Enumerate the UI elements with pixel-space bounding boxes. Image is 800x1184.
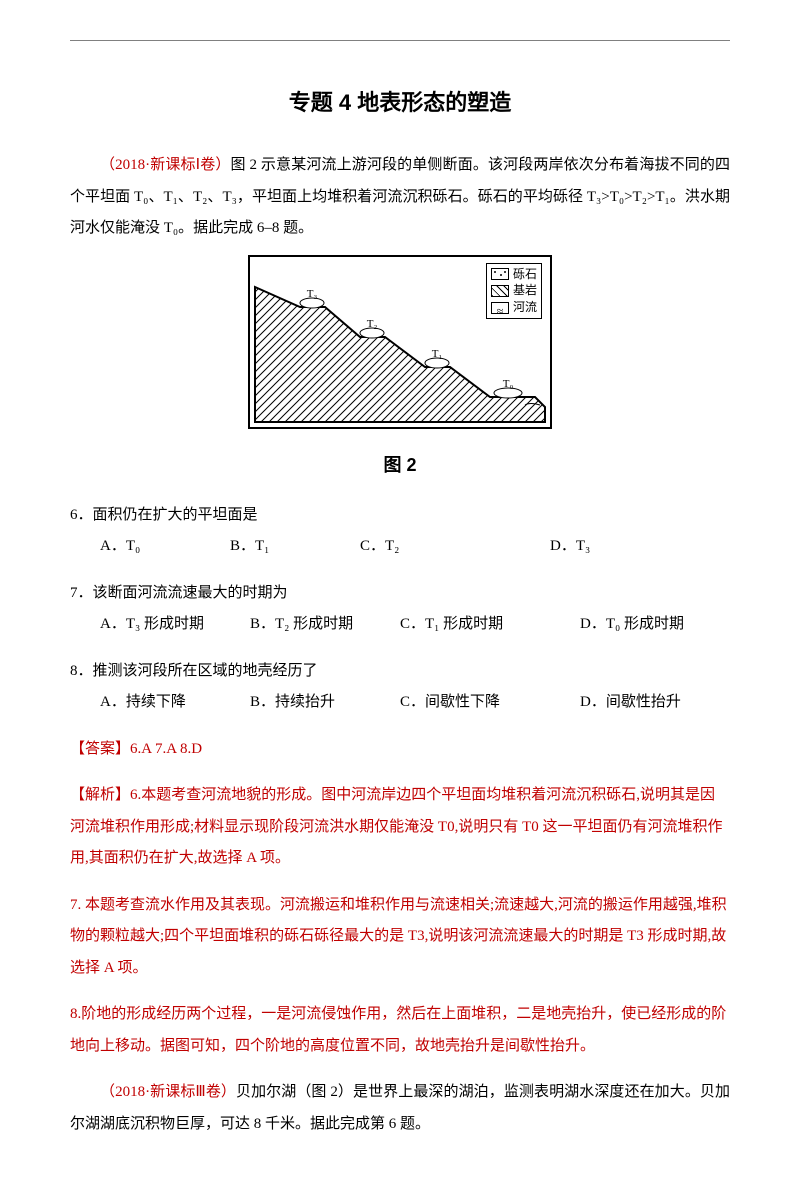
q8-options: A．持续下降 B．持续抬升 C．间歇性下降 D．间歇性抬升 [100, 687, 730, 719]
figure-2-caption: 图 2 [70, 447, 730, 485]
legend-gravel-label: 砾石 [513, 266, 537, 283]
q6-option-b: B．T₁ [230, 531, 360, 563]
source-tag-2: （2018·新课标Ⅲ卷） [100, 1084, 236, 1100]
bedrock-swatch-icon [491, 285, 509, 297]
q7-option-a: A．T₃ 形成时期 [100, 609, 250, 641]
q8-option-b: B．持续抬升 [250, 687, 400, 719]
q6-stem: 6．面积仍在扩大的平坦面是 [70, 500, 730, 532]
document-page: 专题 4 地表形态的塑造 （2018·新课标Ⅰ卷）图 2 示意某河流上游河段的单… [0, 0, 800, 1184]
question-6: 6．面积仍在扩大的平坦面是 A．T₀ B．T₁ C．T₂ D．T₃ [70, 500, 730, 563]
legend-river: ≈ 河流 [491, 299, 537, 316]
intro-paragraph-2: （2018·新课标Ⅲ卷）贝加尔湖（图 2）是世界上最深的湖泊，监测表明湖水深度还… [70, 1077, 730, 1140]
figure-2-container: 砾石 基岩 ≈ 河流 T₃ T₂ T₁ T₀ [70, 255, 730, 485]
figure-legend: 砾石 基岩 ≈ 河流 [486, 263, 542, 319]
q7-option-c: C．T₁ 形成时期 [400, 609, 580, 641]
analysis-6-text: 6.本题考查河流地貌的形成。图中河流岸边四个平坦面均堆积着河流沉积砾石,说明其是… [70, 787, 723, 866]
answer-line: 【答案】6.A 7.A 8.D [70, 734, 730, 766]
analysis-prefix: 【解析】 [70, 787, 130, 803]
question-7: 7．该断面河流流速最大的时期为 A．T₃ 形成时期 B．T₂ 形成时期 C．T₁… [70, 578, 730, 641]
terrace-label-t3: T₃ [307, 288, 318, 300]
q6-options: A．T₀ B．T₁ C．T₂ D．T₃ [100, 531, 730, 563]
top-rule [70, 40, 730, 41]
q8-option-d: D．间歇性抬升 [580, 687, 681, 719]
page-title: 专题 4 地表形态的塑造 [70, 80, 730, 126]
terrace-label-t1: T₁ [432, 348, 443, 360]
terrace-label-t0: T₀ [503, 378, 514, 390]
q6-option-a: A．T₀ [100, 531, 230, 563]
analysis-8: 8.阶地的形成经历两个过程，一是河流侵蚀作用，然后在上面堆积，二是地壳抬升，使已… [70, 999, 730, 1062]
q8-stem: 8．推测该河段所在区域的地壳经历了 [70, 656, 730, 688]
analysis-6: 【解析】6.本题考查河流地貌的形成。图中河流岸边四个平坦面均堆积着河流沉积砾石,… [70, 780, 730, 875]
legend-bedrock: 基岩 [491, 282, 537, 299]
q6-option-d: D．T₃ [550, 531, 590, 563]
intro-paragraph-1: （2018·新课标Ⅰ卷）图 2 示意某河流上游河段的单侧断面。该河段两岸依次分布… [70, 150, 730, 245]
figure-2-illustration: 砾石 基岩 ≈ 河流 T₃ T₂ T₁ T₀ [248, 255, 552, 429]
q7-option-d: D．T₀ 形成时期 [580, 609, 684, 641]
q8-option-c: C．间歇性下降 [400, 687, 580, 719]
source-tag-1: （2018·新课标Ⅰ卷） [100, 157, 231, 173]
q6-option-c: C．T₂ [360, 531, 550, 563]
legend-gravel: 砾石 [491, 266, 537, 283]
terrace-label-t2: T₂ [367, 318, 378, 330]
legend-bedrock-label: 基岩 [513, 282, 537, 299]
question-8: 8．推测该河段所在区域的地壳经历了 A．持续下降 B．持续抬升 C．间歇性下降 … [70, 656, 730, 719]
analysis-7: 7. 本题考查流水作用及其表现。河流搬运和堆积作用与流速相关;流速越大,河流的搬… [70, 890, 730, 985]
answers-block: 【答案】6.A 7.A 8.D 【解析】6.本题考查河流地貌的形成。图中河流岸边… [70, 734, 730, 1063]
q7-options: A．T₃ 形成时期 B．T₂ 形成时期 C．T₁ 形成时期 D．T₀ 形成时期 [100, 609, 730, 641]
q8-option-a: A．持续下降 [100, 687, 250, 719]
q7-option-b: B．T₂ 形成时期 [250, 609, 400, 641]
q7-stem: 7．该断面河流流速最大的时期为 [70, 578, 730, 610]
river-swatch-icon: ≈ [491, 302, 509, 314]
gravel-swatch-icon [491, 268, 509, 280]
legend-river-label: 河流 [513, 299, 537, 316]
